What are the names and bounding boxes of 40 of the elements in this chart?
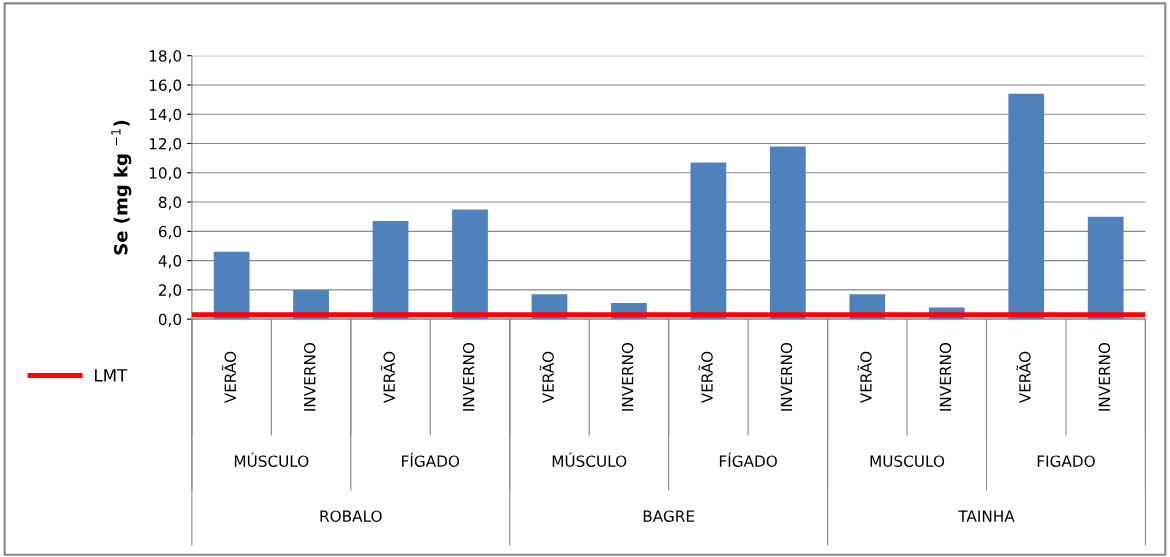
bar (213, 251, 250, 320)
x-tick-label: VERÃO (539, 351, 554, 404)
x-tick-label: INVERNO (462, 342, 475, 411)
y-tick-label: 2,0 (158, 284, 182, 298)
bar (1008, 93, 1045, 320)
text: TAINHA (958, 510, 1015, 522)
y-tick-label: 18,0 (149, 50, 182, 64)
y-tick-label: 10,0 (149, 167, 182, 181)
y-tick-label: 0,0 (158, 313, 182, 327)
text: FIGADO (1037, 455, 1095, 467)
text: FÍGADO (402, 452, 460, 467)
x-tick-label: VERÃO (857, 351, 872, 404)
x-tick-label: VERÃO (221, 351, 237, 404)
x-tick-label: INVERNO (621, 342, 634, 411)
x-tick-label: INVERNO (1098, 342, 1111, 411)
x-tick-label: INVERNO (780, 342, 793, 411)
text: MÚSCULO (552, 452, 627, 467)
x-tick-label: VERÃO (380, 351, 395, 404)
bar (1087, 216, 1124, 320)
bar (769, 146, 806, 320)
text: BAGRE (643, 510, 695, 522)
y-axis-title: Se (mg kg $^{−1}$) (111, 120, 132, 255)
y-tick-label: 12,0 (149, 137, 182, 152)
text: MÚSCULO (234, 452, 309, 467)
x-tick-label: VERÃO (1016, 351, 1031, 404)
text: MUSCULO (870, 455, 945, 467)
y-tick-label: 14,0 (149, 108, 182, 122)
y-tick-label: 8,0 (158, 196, 182, 210)
y-tick-label: 4,0 (158, 255, 182, 269)
x-tick-label: INVERNO (303, 342, 316, 411)
y-tick-label: 6,0 (158, 225, 182, 239)
x-tick-label: VERÃO (698, 351, 713, 404)
legend-label: LMT (95, 369, 128, 382)
text: ROBALO (320, 510, 382, 522)
bar (690, 162, 727, 320)
bar (452, 209, 488, 320)
text: FÍGADO (719, 452, 777, 467)
bar (372, 221, 409, 320)
y-tick-label: 16,0 (149, 79, 182, 93)
x-tick-label: INVERNO (939, 342, 952, 411)
